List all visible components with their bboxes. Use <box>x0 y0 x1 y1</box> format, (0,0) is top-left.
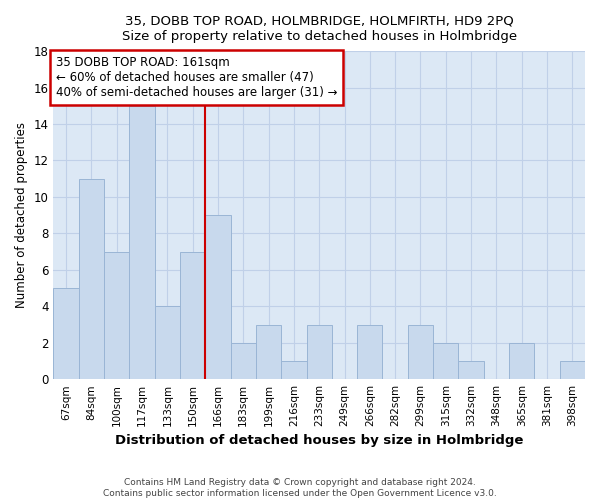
X-axis label: Distribution of detached houses by size in Holmbridge: Distribution of detached houses by size … <box>115 434 523 448</box>
Text: Contains HM Land Registry data © Crown copyright and database right 2024.
Contai: Contains HM Land Registry data © Crown c… <box>103 478 497 498</box>
Bar <box>155 306 180 379</box>
Y-axis label: Number of detached properties: Number of detached properties <box>15 122 28 308</box>
Bar <box>307 324 332 379</box>
Bar <box>104 252 130 379</box>
Bar <box>79 178 104 379</box>
Bar <box>509 342 535 379</box>
Bar <box>130 106 155 379</box>
Bar <box>180 252 205 379</box>
Bar <box>458 361 484 379</box>
Bar <box>256 324 281 379</box>
Bar <box>281 361 307 379</box>
Bar <box>433 342 458 379</box>
Bar <box>357 324 382 379</box>
Title: 35, DOBB TOP ROAD, HOLMBRIDGE, HOLMFIRTH, HD9 2PQ
Size of property relative to d: 35, DOBB TOP ROAD, HOLMBRIDGE, HOLMFIRTH… <box>122 15 517 43</box>
Bar <box>230 342 256 379</box>
Bar <box>408 324 433 379</box>
Bar <box>205 215 230 379</box>
Text: 35 DOBB TOP ROAD: 161sqm
← 60% of detached houses are smaller (47)
40% of semi-d: 35 DOBB TOP ROAD: 161sqm ← 60% of detach… <box>56 56 338 99</box>
Bar <box>53 288 79 379</box>
Bar <box>560 361 585 379</box>
